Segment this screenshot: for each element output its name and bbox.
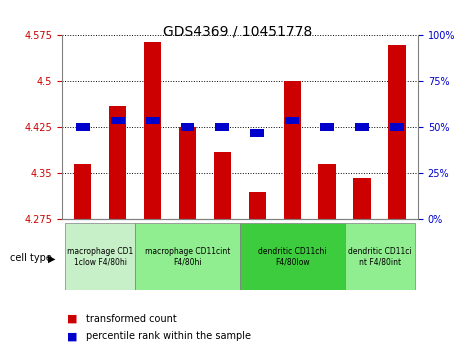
Text: ▶: ▶ <box>48 253 55 263</box>
Bar <box>145 117 160 124</box>
Text: dendritic CD11ci
nt F4/80int: dendritic CD11ci nt F4/80int <box>348 247 411 266</box>
Text: dendritic CD11chi
F4/80low: dendritic CD11chi F4/80low <box>258 247 326 266</box>
Bar <box>355 123 369 131</box>
Bar <box>179 127 196 219</box>
Bar <box>109 106 126 219</box>
Bar <box>111 117 124 124</box>
Text: GDS4369 / 10451778: GDS4369 / 10451778 <box>163 25 312 39</box>
Bar <box>250 129 264 137</box>
Bar <box>214 152 231 219</box>
FancyBboxPatch shape <box>65 223 135 290</box>
Bar <box>390 123 404 131</box>
Bar <box>320 123 334 131</box>
Bar <box>389 45 406 219</box>
Bar <box>76 123 90 131</box>
Text: transformed count: transformed count <box>86 314 176 324</box>
Text: ■: ■ <box>66 331 77 341</box>
Bar <box>216 123 229 131</box>
Bar <box>248 192 266 219</box>
Bar <box>353 178 371 219</box>
Text: percentile rank within the sample: percentile rank within the sample <box>86 331 250 341</box>
Text: macrophage CD11cint
F4/80hi: macrophage CD11cint F4/80hi <box>145 247 230 266</box>
Text: ■: ■ <box>66 314 77 324</box>
Bar <box>285 117 299 124</box>
Bar <box>180 123 194 131</box>
Bar <box>284 81 301 219</box>
Bar <box>144 41 162 219</box>
Bar <box>318 164 336 219</box>
FancyBboxPatch shape <box>345 223 415 290</box>
Text: cell type: cell type <box>10 253 51 263</box>
FancyBboxPatch shape <box>135 223 240 290</box>
FancyBboxPatch shape <box>240 223 345 290</box>
Text: macrophage CD1
1clow F4/80hi: macrophage CD1 1clow F4/80hi <box>67 247 133 266</box>
Bar <box>74 164 91 219</box>
